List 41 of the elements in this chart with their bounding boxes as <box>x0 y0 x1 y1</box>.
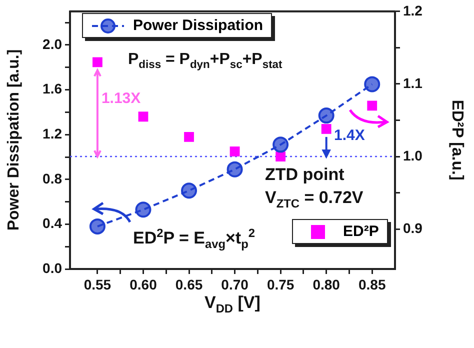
x-tick-label: 0.70 <box>221 276 249 292</box>
x-tick-label: 0.75 <box>266 276 294 292</box>
annotation: V$_{ZTC}$ = 0.72V <box>265 188 364 210</box>
y-axis-title: Power Dissipation [a.u.] <box>5 50 22 231</box>
point <box>318 108 334 124</box>
point <box>272 136 289 153</box>
point <box>92 57 102 68</box>
y2-tick-label: 1.1 <box>403 74 423 91</box>
x-axis-title: V$_{DD}$ [V] <box>204 293 260 316</box>
annotation: 1.13X <box>101 90 141 107</box>
point <box>364 76 380 92</box>
y-tick-label: 2.0 <box>42 36 62 52</box>
x-tick-label: 0.85 <box>358 276 386 292</box>
y-tick-label: 0.0 <box>42 260 62 276</box>
point <box>226 161 243 178</box>
point <box>181 182 198 199</box>
y2-axis-title: ED²P [a.u.] <box>448 100 465 180</box>
y2-tick-label: 1.2 <box>403 2 423 18</box>
annotation: P$_{diss}$ = P$_{dyn}$+P$_{sc}$+P$_{stat}$ <box>128 51 282 72</box>
point <box>89 218 106 234</box>
y-tick-label: 0.4 <box>42 215 62 232</box>
y2-tick-label: 1.0 <box>403 147 423 164</box>
x-tick-label: 0.55 <box>84 276 112 292</box>
y-tick-label: 1.6 <box>42 80 62 97</box>
annotation: 1.4X <box>334 127 365 144</box>
y-tick-label: 0.8 <box>42 170 62 186</box>
point <box>321 124 332 134</box>
point <box>230 146 240 156</box>
x-tick-label: 0.60 <box>130 276 158 292</box>
legend-label: ED²P <box>343 223 379 240</box>
point <box>276 152 286 162</box>
point <box>138 112 148 122</box>
y-tick-label: 1.2 <box>42 125 62 142</box>
x-tick-label: 0.65 <box>175 276 203 292</box>
annotation: ZTD point <box>265 165 344 184</box>
x-tick-label: 0.80 <box>312 276 340 292</box>
legend-label: Power Dissipation <box>133 17 264 34</box>
point <box>367 100 378 111</box>
point <box>184 132 194 142</box>
point <box>135 202 152 218</box>
y2-tick-label: 0.9 <box>403 220 423 236</box>
